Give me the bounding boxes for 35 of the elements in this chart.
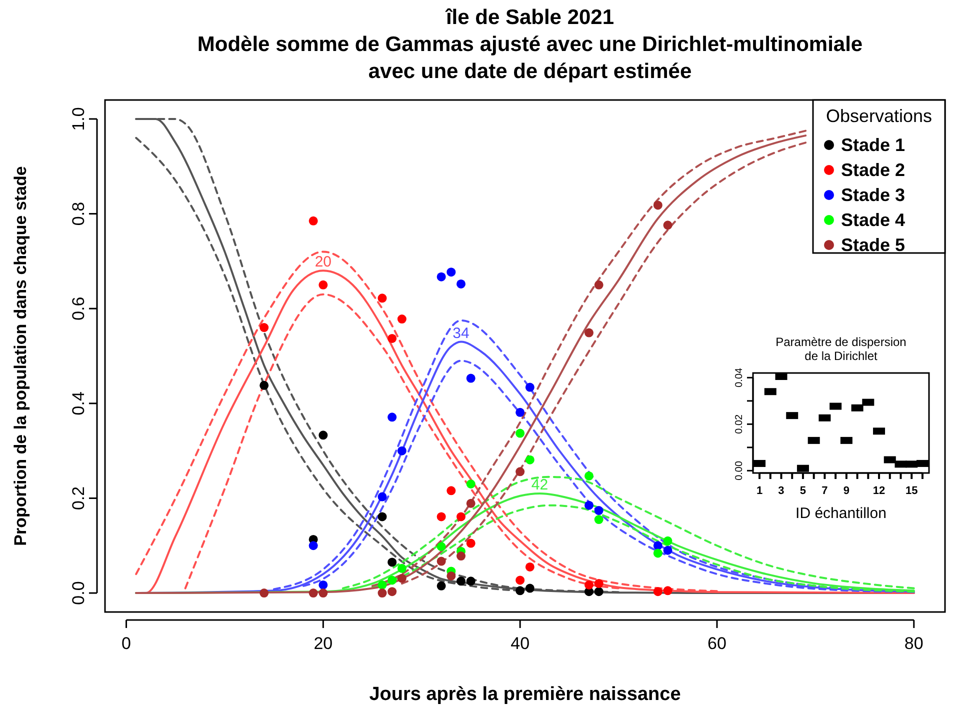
x-axis-title: ID échantillon (796, 505, 886, 522)
x-axis-title: Jours après la première naissance (369, 684, 681, 705)
y-axis-title: Proportion de la population dans chaque stade (11, 166, 30, 546)
annotation: 42 (531, 476, 548, 494)
y-tick-label: 0.02 (734, 414, 745, 434)
x-tick-label: 9 (843, 485, 850, 497)
x-tick-label: 80 (904, 634, 924, 653)
x-tick-label: 1 (756, 485, 763, 497)
legend-label: Stade 2 (841, 160, 906, 180)
chart-title: Paramètre de dispersion de la Dirichlet (776, 335, 906, 363)
legend-label: Stade 5 (841, 235, 906, 255)
y-tick-label: 0.04 (734, 367, 745, 388)
x-tick-label: 3 (778, 485, 784, 497)
annotation: 20 (314, 254, 332, 271)
x-tick-label: 20 (314, 634, 333, 653)
y-tick-label: 0.2 (69, 486, 88, 510)
x-tick-label: 12 (872, 485, 886, 497)
legend-label: Stade 1 (841, 135, 906, 155)
x-tick-label: 5 (800, 485, 806, 497)
x-tick-label: 15 (905, 485, 918, 497)
y-tick-label: 0.6 (69, 296, 88, 320)
y-tick-label: 0.8 (69, 202, 88, 226)
y-tick-label: 0.4 (69, 392, 88, 416)
annotation: 34 (452, 324, 470, 342)
y-tick-label: 0.00 (734, 460, 745, 480)
legend-label: Stade 3 (841, 185, 906, 205)
x-tick-label: 40 (510, 634, 530, 653)
x-tick-label: 7 (822, 485, 828, 497)
y-tick-label: 0.0 (69, 581, 88, 605)
y-tick-label: 1.0 (69, 107, 88, 131)
legend-label: Stade 4 (841, 210, 906, 230)
legend-title: Observations (826, 106, 932, 126)
x-tick-label: 0 (122, 634, 131, 653)
chart-title: île de Sable 2021 Modèle somme de Gammas ajusté avec une Dirichlet-multinomiale avec une date de départ estimée (197, 6, 863, 83)
x-tick-label: 60 (708, 634, 726, 653)
